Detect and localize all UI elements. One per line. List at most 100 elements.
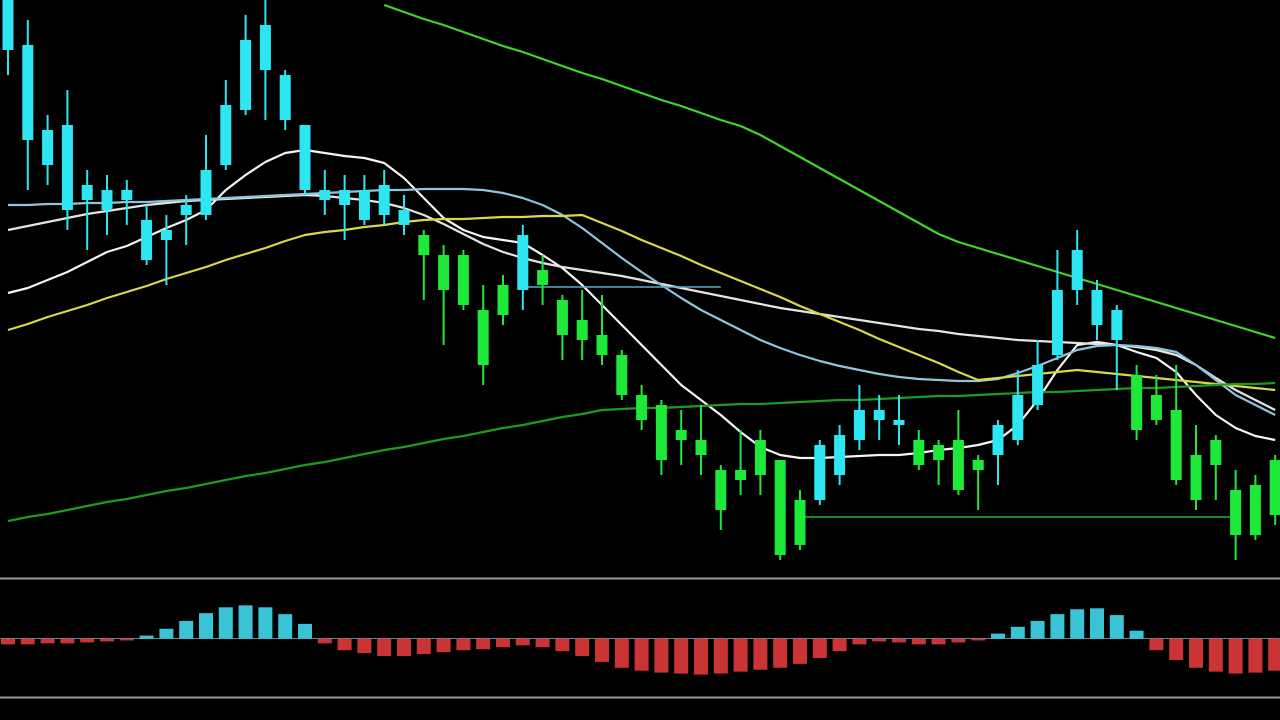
candle-body bbox=[834, 435, 846, 475]
candle-body bbox=[279, 75, 291, 120]
candle-body bbox=[200, 170, 212, 215]
histogram-bar bbox=[1248, 638, 1263, 673]
histogram-bar bbox=[634, 638, 649, 671]
candle-body bbox=[259, 25, 271, 70]
histogram-bar bbox=[654, 638, 669, 673]
histogram-bar bbox=[575, 638, 590, 657]
histogram-bar bbox=[1228, 638, 1243, 674]
candle-body bbox=[339, 190, 351, 205]
candle-body bbox=[695, 440, 707, 455]
histogram-bar bbox=[1268, 638, 1280, 671]
histogram-bar bbox=[377, 638, 392, 657]
candle-body bbox=[101, 190, 113, 210]
candle-body bbox=[180, 205, 192, 215]
histogram-bar bbox=[595, 638, 609, 662]
candle-body bbox=[913, 440, 925, 465]
histogram-bar bbox=[40, 638, 55, 644]
histogram-bar bbox=[892, 638, 906, 643]
candle-body bbox=[160, 230, 172, 240]
histogram-bar bbox=[258, 607, 273, 639]
histogram-bar bbox=[199, 613, 213, 639]
candle-body bbox=[517, 235, 529, 290]
histogram-bar bbox=[416, 638, 431, 655]
candle-body bbox=[1111, 310, 1123, 340]
candle-body bbox=[141, 220, 153, 260]
candle-body bbox=[972, 460, 984, 470]
histogram-bar bbox=[119, 638, 134, 641]
histogram-bar bbox=[1050, 614, 1065, 639]
candle-body bbox=[1150, 395, 1162, 420]
candle-body bbox=[2, 0, 14, 50]
histogram-bar bbox=[1149, 638, 1164, 651]
histogram-bar bbox=[1010, 626, 1025, 639]
candle-body bbox=[873, 410, 885, 420]
candle-body bbox=[933, 445, 945, 460]
candle-body bbox=[1032, 365, 1044, 405]
candle-body bbox=[794, 500, 806, 545]
candle-body bbox=[675, 430, 687, 440]
histogram-bar bbox=[357, 638, 372, 654]
moving-average-line bbox=[7, 148, 1276, 460]
candle-body bbox=[358, 190, 370, 220]
histogram-bar bbox=[1169, 638, 1184, 660]
candle-body bbox=[1131, 375, 1143, 430]
histogram-bar bbox=[397, 638, 411, 657]
candle-body bbox=[992, 425, 1004, 455]
candle-body bbox=[240, 40, 252, 110]
histogram-bar bbox=[931, 638, 946, 645]
histogram-bar bbox=[60, 638, 75, 644]
histogram-bar bbox=[298, 623, 312, 639]
candle-body bbox=[1071, 250, 1083, 290]
histogram-bar bbox=[80, 638, 95, 643]
candle-body bbox=[952, 440, 964, 490]
candle-body bbox=[378, 185, 390, 215]
candle-body bbox=[1170, 410, 1182, 480]
histogram-bar bbox=[753, 638, 768, 670]
candle-body bbox=[497, 285, 509, 315]
candle-body bbox=[81, 185, 93, 200]
candle-body bbox=[1091, 290, 1103, 325]
candle-body bbox=[319, 190, 331, 200]
candle-body bbox=[61, 125, 73, 210]
histogram-bar bbox=[911, 638, 926, 645]
histogram-bar bbox=[100, 638, 114, 642]
histogram-bar bbox=[951, 638, 966, 643]
candle-body bbox=[853, 410, 865, 440]
histogram-bar bbox=[278, 614, 293, 639]
candle-body bbox=[655, 405, 667, 460]
histogram-bar bbox=[1208, 638, 1223, 672]
histogram-bar bbox=[852, 638, 867, 645]
histogram-bar bbox=[793, 638, 807, 664]
histogram-bar bbox=[476, 638, 491, 650]
candle-body bbox=[1249, 485, 1261, 535]
candle-body bbox=[1210, 440, 1222, 465]
histogram-bar bbox=[991, 633, 1005, 639]
candle-body bbox=[715, 470, 727, 510]
histogram-bar bbox=[773, 638, 788, 668]
candle-body bbox=[616, 355, 628, 395]
candle-body bbox=[596, 335, 608, 355]
moving-average-line bbox=[7, 213, 1276, 392]
histogram-bar bbox=[20, 638, 35, 645]
candle-body bbox=[477, 310, 489, 365]
candle-body bbox=[438, 255, 450, 290]
histogram-bar bbox=[555, 638, 570, 652]
histogram-bar bbox=[337, 638, 352, 651]
histogram-bar bbox=[159, 628, 174, 639]
candle-body bbox=[121, 190, 133, 200]
histogram-bar bbox=[832, 638, 847, 652]
candle-body bbox=[893, 420, 905, 425]
histogram-bar bbox=[456, 638, 471, 651]
histogram-bar bbox=[674, 638, 689, 674]
moving-average-line bbox=[383, 3, 1276, 340]
histogram-bar bbox=[218, 607, 233, 639]
moving-average-line bbox=[8, 187, 1276, 416]
histogram-bar bbox=[713, 638, 728, 674]
histogram-bar bbox=[1109, 615, 1124, 639]
histogram-bar bbox=[733, 638, 748, 672]
candle-body bbox=[418, 235, 430, 255]
candle-body bbox=[1012, 395, 1024, 440]
histogram-bar bbox=[535, 638, 550, 648]
